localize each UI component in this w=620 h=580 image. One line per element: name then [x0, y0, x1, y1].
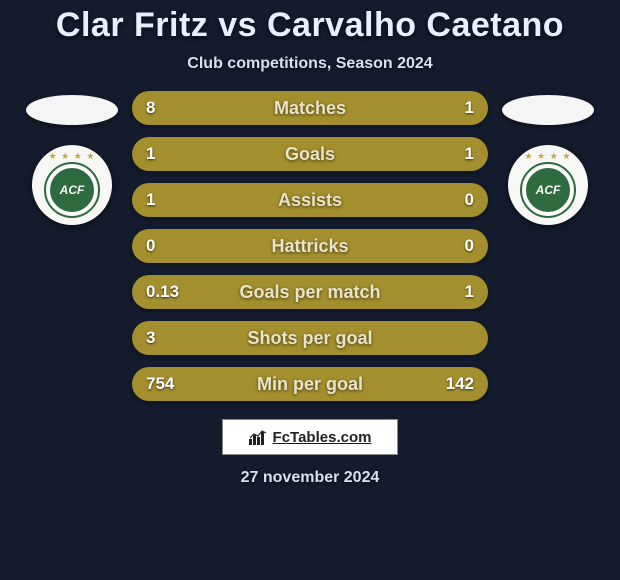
subtitle: Club competitions, Season 2024 — [0, 55, 620, 73]
stat-left-value: 1 — [132, 144, 192, 164]
club-badge-right: ★ ★ ★ ★ ACF — [508, 145, 588, 225]
stat-row: 0.13 Goals per match 1 — [132, 275, 488, 309]
stat-row: 8 Matches 1 — [132, 91, 488, 125]
stat-left-value: 1 — [132, 190, 192, 210]
footer-brand-text: FcTables.com — [273, 429, 372, 446]
stat-right-value: 142 — [428, 374, 488, 394]
badge-monogram: ACF — [523, 165, 573, 215]
stat-label: Goals per match — [192, 282, 428, 303]
badge-monogram: ACF — [47, 165, 97, 215]
comparison-panel: ★ ★ ★ ★ ACF 8 Matches 1 1 Goals 1 1 Assi… — [0, 91, 620, 401]
stat-row: 3 Shots per goal — [132, 321, 488, 355]
stat-left-value: 0.13 — [132, 282, 192, 302]
flag-right — [502, 95, 594, 125]
team-left-column: ★ ★ ★ ★ ACF — [12, 91, 132, 225]
stats-list: 8 Matches 1 1 Goals 1 1 Assists 0 0 Hatt… — [132, 91, 488, 401]
flag-left — [26, 95, 118, 125]
stat-left-value: 3 — [132, 328, 192, 348]
stat-label: Goals — [192, 144, 428, 165]
stat-label: Assists — [192, 190, 428, 211]
stat-left-value: 0 — [132, 236, 192, 256]
stat-label: Min per goal — [192, 374, 428, 395]
stat-row: 1 Assists 0 — [132, 183, 488, 217]
stat-right-value: 1 — [428, 98, 488, 118]
stat-row: 754 Min per goal 142 — [132, 367, 488, 401]
stat-right-value: 1 — [428, 282, 488, 302]
stat-row: 1 Goals 1 — [132, 137, 488, 171]
page-title: Clar Fritz vs Carvalho Caetano — [0, 0, 620, 45]
stat-row: 0 Hattricks 0 — [132, 229, 488, 263]
stat-label: Hattricks — [192, 236, 428, 257]
stat-label: Matches — [192, 98, 428, 119]
stat-label: Shots per goal — [192, 328, 428, 349]
bar-chart-icon — [249, 429, 267, 445]
club-badge-left: ★ ★ ★ ★ ACF — [32, 145, 112, 225]
stat-left-value: 754 — [132, 374, 192, 394]
badge-stars-icon: ★ ★ ★ ★ — [525, 151, 572, 162]
fctables-link[interactable]: FcTables.com — [222, 419, 398, 455]
team-right-column: ★ ★ ★ ★ ACF — [488, 91, 608, 225]
stat-right-value: 0 — [428, 236, 488, 256]
stat-left-value: 8 — [132, 98, 192, 118]
stat-right-value: 1 — [428, 144, 488, 164]
stat-right-value: 0 — [428, 190, 488, 210]
badge-stars-icon: ★ ★ ★ ★ — [49, 151, 96, 162]
date-text: 27 november 2024 — [0, 469, 620, 487]
